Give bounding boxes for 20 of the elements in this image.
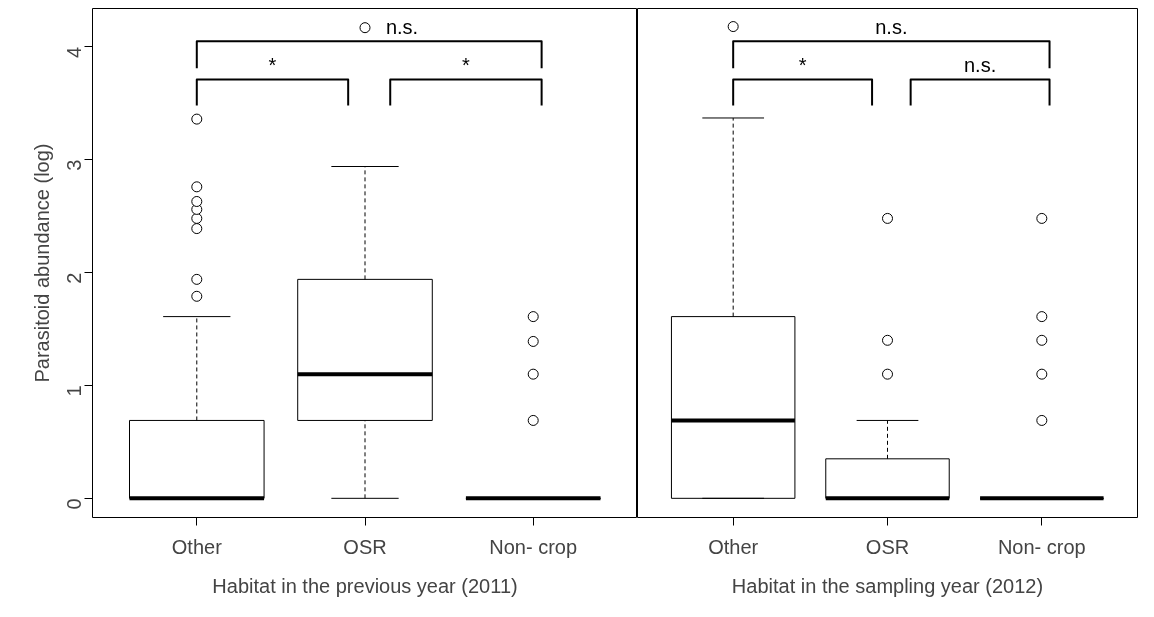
- x-tick-label: Non- crop: [489, 535, 578, 558]
- x-tick-label: Other: [708, 535, 759, 558]
- x-tick-label: Non- crop: [997, 535, 1086, 558]
- y-tick-label: 4: [63, 46, 86, 58]
- y-tick-label: 2: [63, 272, 86, 284]
- y-tick-label: 0: [63, 498, 86, 510]
- annotation: *: [798, 54, 807, 77]
- y-tick-label: 1: [63, 385, 86, 397]
- y-tick-label: 3: [63, 159, 86, 171]
- x-tick-label: Other: [171, 535, 223, 558]
- x-axis-title: Habitat in the sampling year (2012): [731, 574, 1044, 597]
- annotation: n.s.: [875, 15, 908, 38]
- annotation: n.s.: [963, 54, 997, 77]
- x-tick-label: OSR: [343, 535, 387, 558]
- annotation: *: [462, 54, 471, 77]
- annotation: n.s.: [385, 15, 419, 38]
- x-axis-title: Habitat in the previous year (2011): [212, 574, 518, 597]
- annotation: *: [268, 54, 277, 77]
- x-tick-label: OSR: [865, 535, 910, 558]
- y-axis-title: Parasitoid abundance (log): [30, 143, 53, 383]
